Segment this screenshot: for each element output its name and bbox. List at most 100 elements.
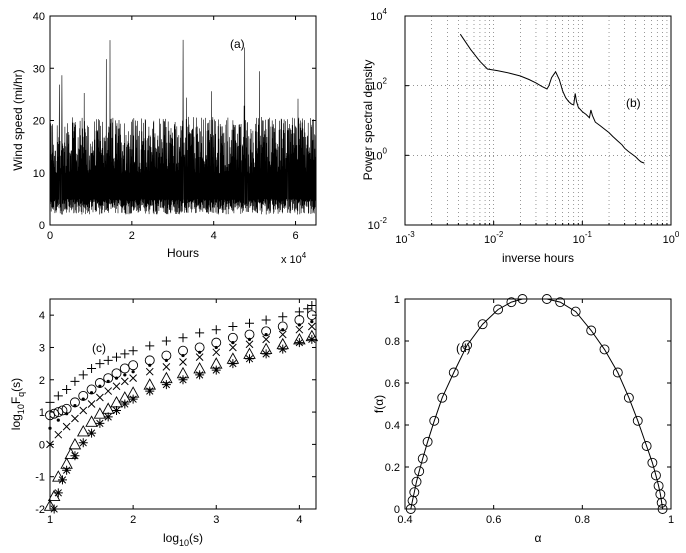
- panel-c-circle-point: [128, 360, 139, 371]
- panel-c-plus-point: [261, 315, 271, 325]
- panel-c-x-point: [162, 362, 171, 371]
- panel-b-xtick-label: 10-1: [573, 230, 593, 246]
- panel-c-dot-point: [297, 323, 301, 327]
- panel-c-dot-point: [89, 391, 94, 395]
- panel-d-circle-point: [409, 487, 420, 498]
- panel-c-star-point: [294, 338, 304, 348]
- panel-c-ytick-label: 3: [39, 342, 45, 354]
- panel-c-dot-point: [264, 332, 268, 337]
- panel-b-series-line: [459, 33, 645, 164]
- panel-b-ytick-label: 104: [370, 7, 387, 23]
- panel-c-dot-point: [231, 341, 235, 345]
- panel-c-circle-point: [119, 363, 130, 374]
- panel-c-circle-point: [194, 342, 205, 353]
- panel-d-circle-point: [477, 319, 488, 330]
- panel-b-frame: [404, 15, 672, 226]
- panel-c-x-point: [96, 393, 104, 402]
- panel-d-circle-point: [555, 297, 566, 308]
- panel-d-circle-point: [422, 436, 433, 447]
- panel-c-plus-point: [278, 312, 288, 322]
- panel-c-xtick-label: 1: [47, 514, 53, 526]
- panel-d-series: [405, 294, 668, 514]
- panel-c-star-point: [261, 349, 271, 359]
- panel-d-xtick-label: 0.6: [486, 514, 501, 526]
- panel-c-plus-point: [195, 328, 205, 338]
- panel-c-plus-point: [294, 307, 304, 317]
- panel-c-label: (c): [92, 341, 106, 355]
- panel-c-triangle-point: [64, 447, 78, 460]
- panel-b-xlabel: inverse hours: [502, 251, 574, 265]
- panel-c-circle-point: [111, 368, 122, 379]
- panel-c-ylabel: log10Fq(s): [9, 378, 26, 430]
- panel-b-xtick-label: 100: [663, 230, 680, 246]
- panel-c-star-point: [57, 475, 67, 485]
- panel-c-star-point: [195, 370, 205, 380]
- panel-c-plus-point: [95, 359, 105, 369]
- panel-a-ytick-label: 0: [39, 220, 45, 232]
- panel-d-series-line: [410, 298, 664, 510]
- panel-d-circle-point: [429, 415, 440, 426]
- panel-c-plus-point: [70, 376, 80, 386]
- panel-c-plus-point: [53, 391, 63, 401]
- panel-c-star-point: [145, 386, 155, 396]
- panel-d-xtick-label: 1: [668, 514, 674, 526]
- panel-c-ytick-label: 0: [39, 439, 45, 451]
- panel-c-dot-point: [123, 373, 127, 377]
- panel-a-xtick-label: 2: [129, 230, 135, 242]
- panel-c-plus-point: [245, 318, 254, 328]
- panel-c-circle-point: [178, 345, 188, 356]
- panel-d-circle-point: [647, 457, 658, 468]
- panel-c-dot-point: [98, 384, 102, 388]
- panel-c-plus-point: [128, 346, 138, 356]
- panel-c-plus-point: [228, 321, 238, 331]
- panel-c-star-point: [128, 394, 138, 404]
- panel-c-star-point: [245, 354, 254, 364]
- panel-c-star-point: [87, 428, 97, 438]
- panel-c-star-point: [62, 465, 72, 475]
- panel-c-dot-point: [106, 379, 110, 383]
- panel-d-ytick-label: 0.2: [385, 462, 400, 474]
- panel-a-ytick-label: 20: [33, 116, 45, 128]
- panel-c-x-point: [104, 387, 113, 395]
- panel-d-ytick-label: 0.4: [385, 420, 400, 432]
- panel-c-star-point: [228, 359, 238, 369]
- panel-c-xtick-label: 4: [296, 514, 302, 526]
- panel-b-xtick-label: 10-3: [395, 230, 415, 246]
- panel-c-plus-point: [112, 352, 121, 362]
- panel-c-dot-point: [164, 358, 168, 362]
- panel-a-ticks: 0 2 4 6 0 10 20 30 40: [33, 11, 316, 242]
- panel-d-ytick-label: 0.8: [385, 336, 400, 348]
- panel-c-star-point: [211, 365, 221, 375]
- panel-d-circle-point: [417, 453, 428, 464]
- panel-c-x-point: [245, 340, 254, 349]
- panel-d-circle-point: [655, 489, 666, 500]
- panel-c-x-point: [62, 422, 71, 431]
- panel-d-circle-point: [632, 415, 643, 426]
- panel-c-circle-point: [57, 405, 68, 416]
- panel-c-x-point: [307, 322, 316, 331]
- panel-d-xtick-label: 0.4: [397, 514, 412, 526]
- panel-d-circle-point: [586, 325, 597, 336]
- panel-c-dot-point: [281, 328, 285, 332]
- panel-c-plus-point: [87, 363, 97, 373]
- panel-d-ytick-label: 0: [394, 504, 400, 516]
- panel-c-star-point: [103, 412, 113, 422]
- panel-a-wind-speed: 0 2 4 6 0 10 20 30 40 (a) Hours Wind speed (mi/h…: [11, 11, 317, 266]
- panel-c-x-point: [87, 400, 96, 408]
- panel-c-triangle-point: [52, 470, 65, 482]
- panel-c-x-point: [195, 353, 204, 362]
- panel-c-x-point: [54, 430, 63, 439]
- panel-b-ytick-label: 102: [370, 77, 387, 93]
- panel-c-star-point: [161, 380, 171, 390]
- panel-b-label: (b): [626, 96, 641, 110]
- panel-d-ytick-label: 0.6: [385, 378, 400, 390]
- panel-a-ylabel: Wind speed (mi/hr): [11, 69, 25, 170]
- panel-b-power-spectrum: 10-3 10-2 10-1 100 10-2 100 102 104 (b) inverse…: [361, 7, 680, 265]
- panel-c-triangle-point: [47, 489, 61, 502]
- panel-c-plus-point: [307, 300, 317, 310]
- panel-c-frame: [49, 298, 317, 510]
- panel-c-x-point: [129, 374, 137, 383]
- panel-c-xlabel: log10(s): [163, 531, 203, 548]
- panel-c-x-point: [120, 377, 129, 386]
- panel-d-circle-point: [462, 340, 473, 351]
